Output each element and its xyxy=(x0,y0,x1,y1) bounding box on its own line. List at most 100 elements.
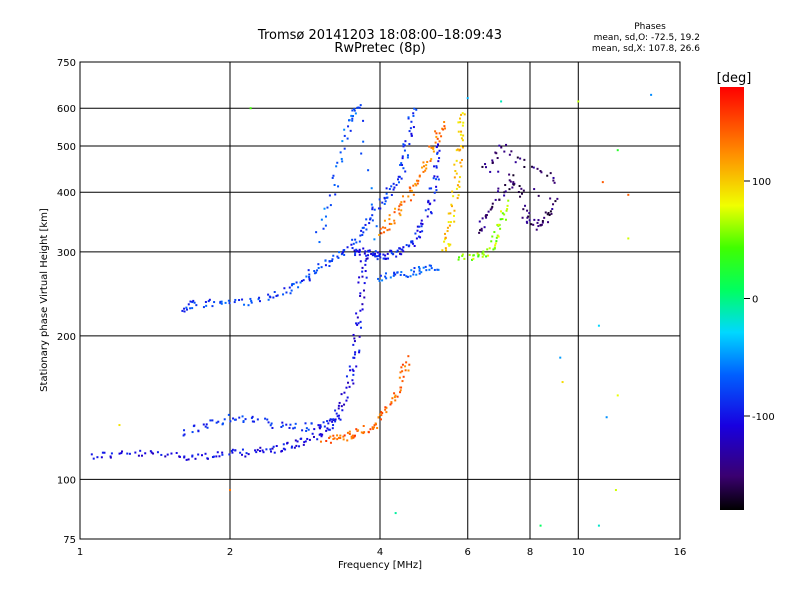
data-point xyxy=(346,137,349,140)
data-point xyxy=(436,175,439,178)
data-point xyxy=(291,283,294,286)
data-point xyxy=(328,265,331,268)
data-point xyxy=(430,267,433,270)
data-point xyxy=(332,174,335,177)
data-point xyxy=(437,268,440,271)
data-point xyxy=(491,202,494,205)
data-point xyxy=(266,418,269,421)
chart-title: Tromsø 20141203 18:08:00–18:09:43 xyxy=(257,28,503,43)
data-point xyxy=(144,452,147,455)
data-point xyxy=(205,423,208,426)
data-point xyxy=(408,130,411,133)
data-point xyxy=(229,489,231,492)
data-point xyxy=(383,219,386,222)
data-point xyxy=(249,107,252,110)
data-point xyxy=(318,426,321,429)
data-point xyxy=(537,219,540,222)
data-point xyxy=(336,161,339,164)
data-point xyxy=(536,221,539,224)
data-point xyxy=(459,117,462,120)
data-point xyxy=(407,117,410,120)
data-point xyxy=(305,275,308,278)
data-point xyxy=(134,451,137,454)
data-point xyxy=(384,226,387,229)
data-point xyxy=(233,301,236,304)
data-point xyxy=(447,243,450,246)
data-point xyxy=(482,250,485,253)
data-point xyxy=(450,203,453,206)
data-point xyxy=(328,436,331,439)
data-point xyxy=(405,361,408,364)
data-point xyxy=(382,253,385,256)
data-point xyxy=(433,165,436,168)
data-point xyxy=(350,435,353,438)
data-point xyxy=(288,286,291,289)
data-point xyxy=(384,406,387,409)
data-point xyxy=(359,260,362,263)
data-point xyxy=(399,386,402,389)
data-point xyxy=(253,420,256,423)
data-point xyxy=(506,208,509,211)
data-point xyxy=(262,451,265,454)
data-point xyxy=(548,214,551,217)
data-point xyxy=(390,401,393,404)
data-point xyxy=(288,426,291,429)
data-point xyxy=(412,112,415,115)
data-point xyxy=(356,106,359,109)
data-point xyxy=(519,195,522,198)
data-point xyxy=(485,214,488,217)
data-point xyxy=(358,106,361,109)
data-point xyxy=(377,207,380,210)
data-point xyxy=(400,271,403,274)
data-point xyxy=(373,424,376,427)
data-point xyxy=(409,189,412,192)
data-point xyxy=(337,436,340,439)
data-point xyxy=(392,274,395,277)
data-point xyxy=(307,269,310,272)
data-point xyxy=(323,207,326,210)
data-point xyxy=(370,187,373,190)
data-point xyxy=(257,298,260,301)
data-point xyxy=(391,253,394,256)
data-point xyxy=(416,182,419,185)
data-point xyxy=(403,149,406,152)
data-point xyxy=(271,447,274,450)
data-point xyxy=(339,434,342,437)
data-point xyxy=(289,423,292,426)
data-point xyxy=(271,426,274,429)
data-point xyxy=(437,143,440,146)
x-tick-label: 10 xyxy=(572,547,585,558)
data-point xyxy=(312,435,315,438)
data-point xyxy=(223,418,226,421)
data-point xyxy=(495,240,498,243)
data-point xyxy=(505,143,508,146)
data-point xyxy=(90,453,93,456)
data-point xyxy=(457,121,460,124)
data-point xyxy=(350,437,353,440)
data-point xyxy=(429,159,432,162)
trace-9 xyxy=(457,199,510,261)
data-point xyxy=(334,418,337,421)
y-tick-label: 300 xyxy=(57,248,76,259)
data-points xyxy=(90,93,653,527)
data-point xyxy=(500,146,503,149)
data-point xyxy=(351,368,354,371)
data-point xyxy=(290,284,293,287)
data-point xyxy=(276,294,279,297)
data-point xyxy=(614,489,617,492)
data-point xyxy=(428,145,431,148)
data-point xyxy=(352,242,355,245)
data-point xyxy=(270,422,273,425)
data-point xyxy=(293,446,296,449)
data-point xyxy=(336,434,339,437)
data-point xyxy=(328,260,331,263)
data-point xyxy=(391,397,394,400)
data-point xyxy=(352,382,355,385)
data-point xyxy=(343,403,346,406)
data-point xyxy=(396,395,399,398)
data-point xyxy=(374,252,377,255)
data-point xyxy=(341,140,344,143)
data-point xyxy=(461,253,464,256)
data-point xyxy=(241,298,244,301)
data-point xyxy=(424,169,427,172)
